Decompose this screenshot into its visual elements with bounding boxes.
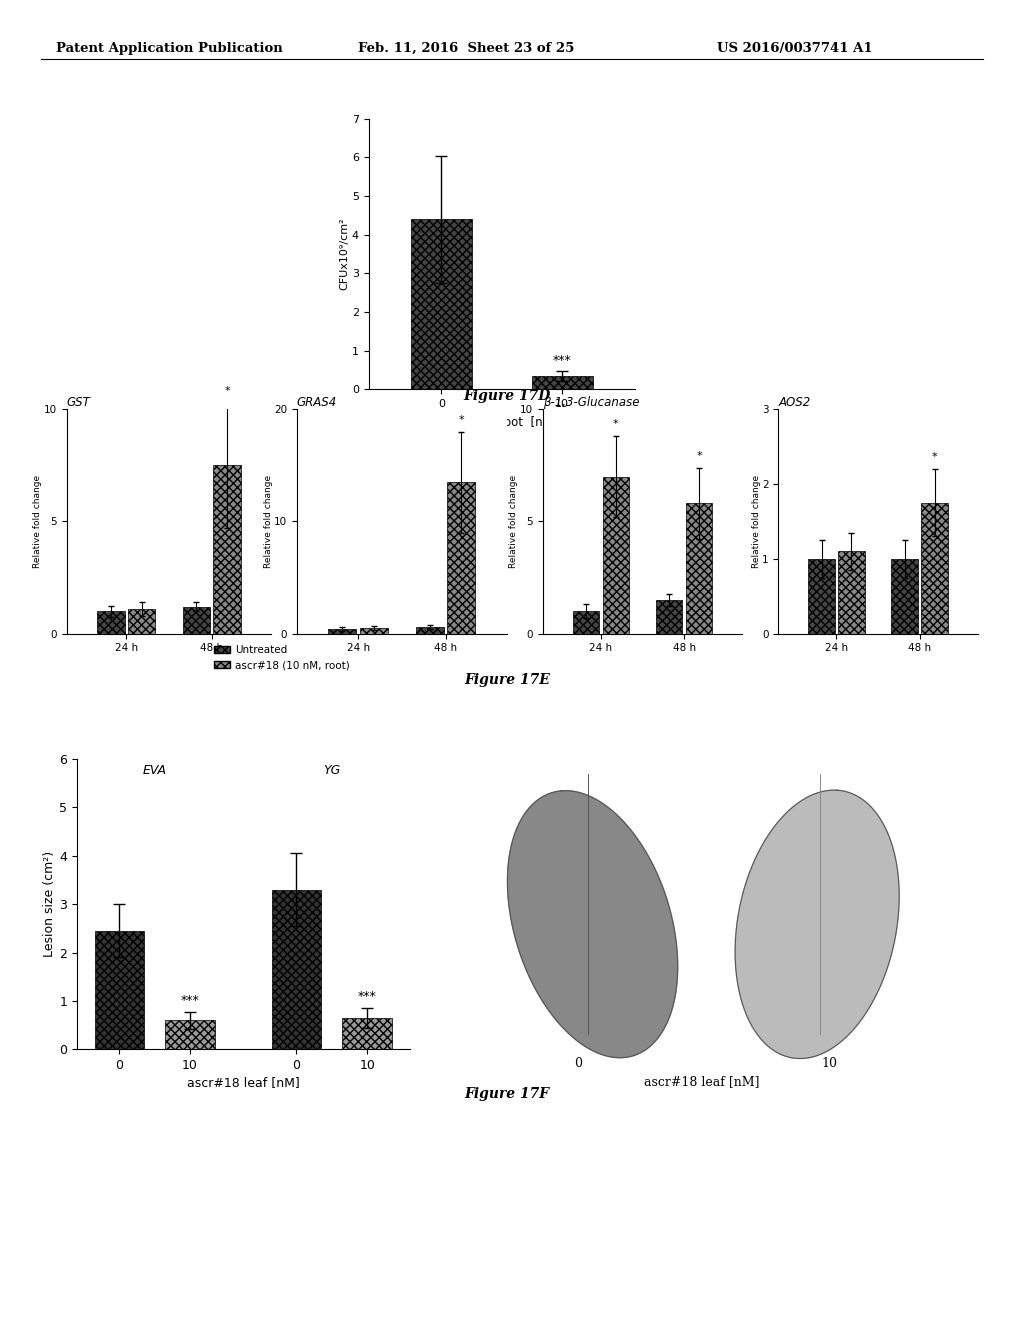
Bar bbox=[602, 477, 629, 634]
X-axis label: ascr#18 root  [nM]: ascr#18 root [nM] bbox=[446, 414, 557, 428]
Text: 10: 10 bbox=[821, 1056, 838, 1069]
Bar bbox=[447, 482, 475, 634]
Text: ascr#18 leaf [nM]: ascr#18 leaf [nM] bbox=[644, 1074, 759, 1088]
Bar bbox=[922, 503, 948, 634]
Bar bbox=[97, 611, 125, 634]
Bar bbox=[182, 607, 210, 634]
Text: *: * bbox=[696, 451, 701, 461]
Text: *: * bbox=[224, 385, 229, 396]
Bar bbox=[360, 628, 388, 634]
Text: Figure 17F: Figure 17F bbox=[464, 1088, 550, 1101]
Bar bbox=[838, 552, 864, 634]
Bar bbox=[572, 611, 599, 634]
Text: Patent Application Publication: Patent Application Publication bbox=[56, 42, 283, 55]
Bar bbox=[411, 219, 471, 389]
Bar bbox=[891, 558, 919, 634]
Text: ***: *** bbox=[553, 354, 571, 367]
Text: *: * bbox=[459, 414, 464, 425]
Text: *: * bbox=[932, 453, 937, 462]
Bar bbox=[128, 609, 156, 634]
Bar bbox=[686, 503, 713, 634]
Y-axis label: Relative fold change: Relative fold change bbox=[34, 475, 42, 568]
Bar bbox=[532, 376, 593, 389]
Y-axis label: Lesion size (cm²): Lesion size (cm²) bbox=[43, 851, 56, 957]
Polygon shape bbox=[508, 791, 678, 1057]
Text: *: * bbox=[613, 420, 618, 429]
Y-axis label: CFUx10⁹/cm²: CFUx10⁹/cm² bbox=[339, 218, 349, 290]
Bar bbox=[271, 890, 322, 1049]
Text: 0: 0 bbox=[574, 1056, 583, 1069]
Bar bbox=[329, 630, 356, 634]
Polygon shape bbox=[735, 791, 899, 1059]
Text: EVA: EVA bbox=[142, 763, 167, 776]
Text: YG: YG bbox=[324, 763, 340, 776]
Y-axis label: Relative fold change: Relative fold change bbox=[264, 475, 272, 568]
Text: AOS2: AOS2 bbox=[778, 396, 810, 409]
Text: GST: GST bbox=[67, 396, 90, 409]
Bar bbox=[165, 1020, 215, 1049]
Y-axis label: Relative fold change: Relative fold change bbox=[510, 475, 518, 568]
Text: β-1,3-Glucanase: β-1,3-Glucanase bbox=[543, 396, 639, 409]
Bar bbox=[416, 627, 444, 634]
Bar bbox=[213, 465, 241, 634]
Text: Feb. 11, 2016  Sheet 23 of 25: Feb. 11, 2016 Sheet 23 of 25 bbox=[358, 42, 574, 55]
Bar bbox=[94, 931, 144, 1049]
Text: US 2016/0037741 A1: US 2016/0037741 A1 bbox=[717, 42, 872, 55]
Text: Figure 17E: Figure 17E bbox=[464, 673, 550, 686]
X-axis label: ascr#18 leaf [nM]: ascr#18 leaf [nM] bbox=[186, 1076, 300, 1089]
Bar bbox=[656, 599, 683, 634]
Text: GRAS4: GRAS4 bbox=[297, 396, 337, 409]
Y-axis label: Relative fold change: Relative fold change bbox=[752, 475, 761, 568]
Text: ***: *** bbox=[180, 994, 200, 1007]
Legend: Untreated, ascr#18 (10 nM, root): Untreated, ascr#18 (10 nM, root) bbox=[210, 642, 354, 675]
Bar bbox=[342, 1018, 392, 1049]
Bar bbox=[808, 558, 835, 634]
Text: ***: *** bbox=[357, 990, 377, 1003]
Text: Figure 17D: Figure 17D bbox=[463, 389, 551, 403]
